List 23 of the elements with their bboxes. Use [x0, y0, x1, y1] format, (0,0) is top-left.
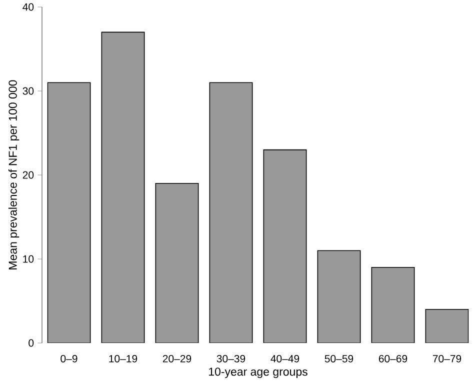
bar: [425, 309, 469, 343]
x-tick-label: 20–29: [162, 354, 192, 362]
x-tick-label: 50–59: [324, 354, 354, 362]
bar: [264, 150, 306, 343]
bar: [156, 183, 198, 343]
y-tick-label: 40: [22, 3, 34, 11]
x-axis-title: 10-year age groups: [209, 368, 308, 378]
bar: [210, 82, 252, 343]
x-tick-label: 10–19: [109, 354, 138, 362]
y-tick-label: 10: [23, 255, 34, 263]
x-tick-label: 40–49: [270, 354, 300, 362]
bar: [372, 267, 414, 343]
x-tick-label: 30–39: [216, 354, 246, 362]
y-tick-label: 30: [22, 87, 34, 95]
bar: [102, 32, 144, 343]
x-tick-label: 70–79: [432, 354, 462, 362]
x-tick-label: 60–69: [378, 354, 408, 362]
x-tick-label: 0–9: [60, 354, 78, 362]
bar: [48, 82, 90, 343]
bar: [318, 250, 360, 343]
y-tick-label: 20: [22, 171, 34, 179]
y-tick-label: 0: [28, 339, 34, 347]
y-axis-title: Mean prevalence of NF1 per 100 000: [8, 80, 20, 270]
